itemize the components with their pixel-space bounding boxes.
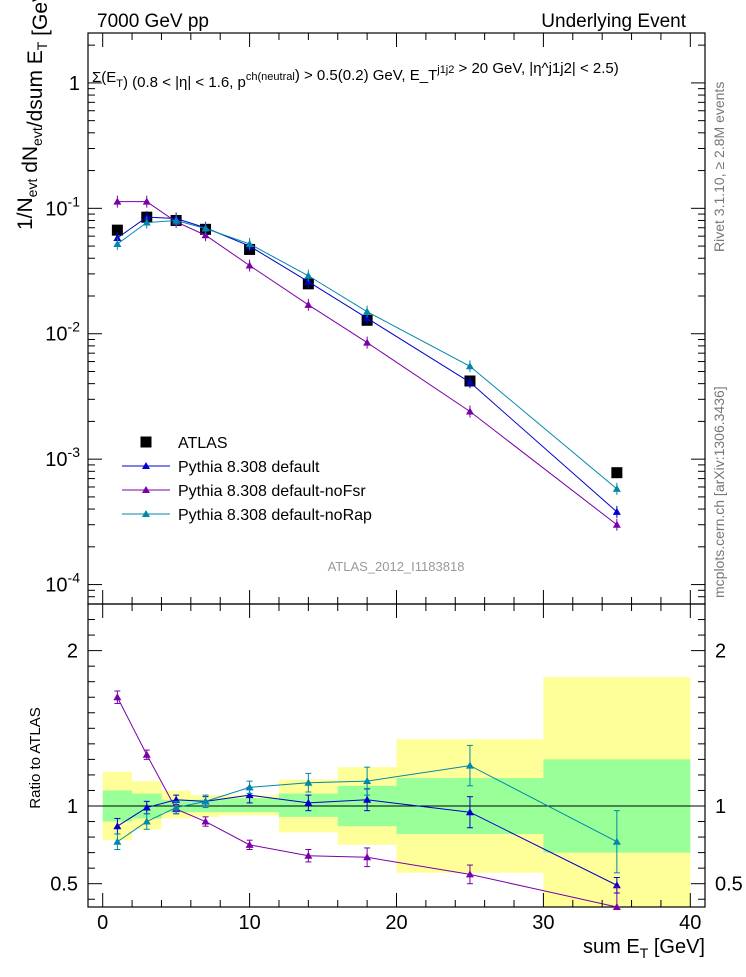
ratio-series-marker <box>142 817 151 825</box>
ratio-band-stat <box>220 798 279 813</box>
legend-marker <box>142 486 150 493</box>
main-series-marker <box>201 224 210 232</box>
legend-label: ATLAS <box>178 435 228 452</box>
ratio-series-marker <box>245 840 254 848</box>
atlas-data-point <box>611 467 623 479</box>
rivet-version-text: Rivet 3.1.10, ≥ 2.8M events <box>711 82 727 252</box>
ratio-series-marker <box>465 808 474 816</box>
watermark: ATLAS_2012_I1183818 <box>328 559 465 574</box>
ratio-series-marker <box>245 791 254 799</box>
legend: ATLAS Pythia 8.308 default Pythia 8.308 de… <box>122 435 372 524</box>
ratio-series-marker <box>142 803 151 811</box>
x-tick-label: 20 <box>385 912 407 934</box>
ratio-y-tick-label-right: 1 <box>715 796 726 818</box>
main-y-tick-label: 10-3 <box>45 444 80 471</box>
main-series-2 <box>113 195 621 531</box>
main-series-marker <box>142 218 151 226</box>
ratio-series-marker <box>612 837 621 845</box>
ratio-series-marker <box>245 783 254 791</box>
main-series-line <box>117 201 618 526</box>
x-tick-label: 10 <box>238 912 260 934</box>
main-series-marker <box>465 407 474 415</box>
x-tick-label: 0 <box>97 912 108 934</box>
main-series-marker <box>245 239 254 247</box>
main-series-marker <box>612 507 621 515</box>
legend-marker-atlas <box>140 436 152 448</box>
ratio-series-marker <box>363 853 372 861</box>
header-left: 7000 GeV pp <box>97 11 209 32</box>
main-series-marker <box>304 271 313 279</box>
header-right: Underlying Event <box>541 11 686 32</box>
main-series-marker <box>363 307 372 315</box>
ratio-y-tick-label: 2 <box>67 641 78 663</box>
ratio-series-marker <box>304 851 313 859</box>
main-y-tick-label: 10-2 <box>45 319 80 346</box>
ratio-series-marker <box>304 778 313 786</box>
main-series-marker <box>363 338 372 346</box>
main-series-marker <box>612 520 621 528</box>
x-axis-title: sum ET [GeV] <box>583 936 705 961</box>
atlas-data-point <box>111 224 123 236</box>
main-y-tick-label: 1 <box>69 73 80 95</box>
main-series-marker <box>612 484 621 492</box>
main-series-marker <box>363 314 372 322</box>
ratio-series-marker <box>363 795 372 803</box>
main-series-marker <box>113 233 122 241</box>
legend-marker <box>142 510 150 517</box>
ratio-series-marker <box>465 761 474 769</box>
ratio-panel: 0 10 20 30 40 0.5 0.5 1 1 2 2 <box>50 603 743 934</box>
ratio-series-marker <box>612 903 621 910</box>
ratio-y-tick-label: 0.5 <box>50 874 78 896</box>
main-series-marker <box>465 378 474 386</box>
ratio-series-marker <box>304 798 313 806</box>
main-series-3 <box>113 214 621 495</box>
ratio-series-marker <box>113 693 122 701</box>
main-series-marker <box>304 300 313 308</box>
legend-label: Pythia 8.308 default <box>178 459 320 476</box>
ratio-y-tick-label-right: 2 <box>715 641 726 663</box>
legend-marker <box>142 462 150 469</box>
ratio-series-marker <box>465 870 474 878</box>
legend-label: Pythia 8.308 default-noRap <box>178 507 372 524</box>
cut-label: Σ(ET) (0.8 < |η| < 1.6, pch(neutral) > 0… <box>92 60 619 91</box>
main-y-axis-title: 1/Nevt dNevt/dsum ET [GeV-1] <box>14 0 52 230</box>
ratio-series-2 <box>113 744 621 874</box>
ratio-series-marker <box>172 803 181 811</box>
legend-label: Pythia 8.308 default-noFsr <box>178 483 366 500</box>
ratio-series-marker <box>201 817 210 825</box>
ratio-y-tick-label-right: 0.5 <box>715 874 743 896</box>
main-series-marker <box>245 261 254 269</box>
main-y-tick-label: 10-4 <box>45 570 80 597</box>
ratio-series-marker <box>113 837 122 845</box>
main-series-marker <box>201 231 210 239</box>
ratio-series-marker <box>201 797 210 805</box>
ratio-series-marker <box>363 777 372 785</box>
main-series-marker <box>465 362 474 370</box>
ratio-series-marker <box>113 822 122 830</box>
main-series-marker <box>113 197 122 205</box>
main-series-marker <box>172 216 181 224</box>
main-y-tick-label: 10-1 <box>45 193 80 220</box>
x-tick-label: 40 <box>679 912 701 934</box>
ratio-series-marker <box>142 750 151 758</box>
ratio-y-axis-title: Ratio to ATLAS <box>27 707 44 808</box>
mcplots-text: mcplots.cern.ch [arXiv:1306.3436] <box>711 386 727 598</box>
main-y-axis-title-text: 1/Nevt dNevt/dsum ET [GeV-1] <box>14 0 52 230</box>
ratio-y-tick-label: 1 <box>67 796 78 818</box>
main-series-marker <box>113 239 122 247</box>
x-tick-label: 30 <box>532 912 554 934</box>
main-panel: 10-4 10-3 10-2 10-1 1 <box>45 32 706 605</box>
main-series-marker <box>142 197 151 205</box>
